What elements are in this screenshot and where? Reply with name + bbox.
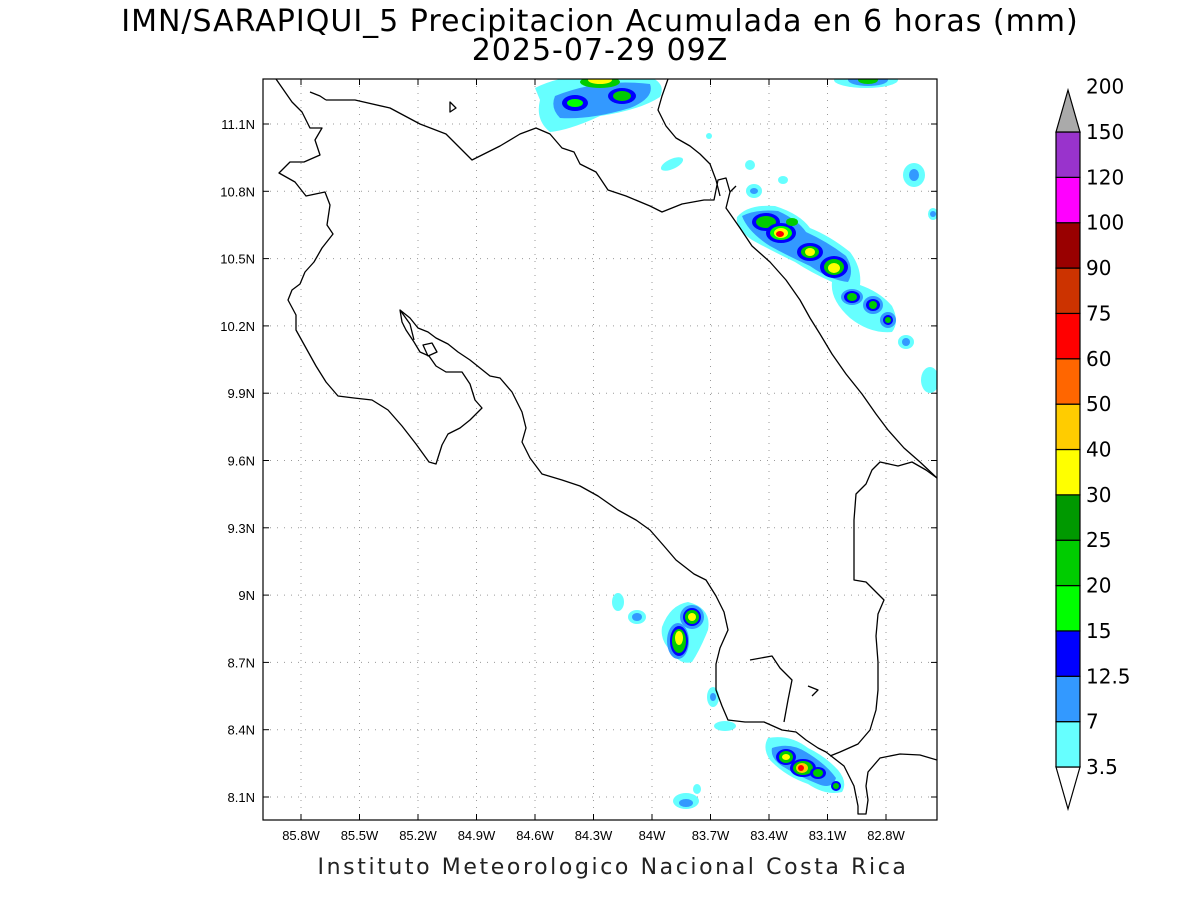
colorbar-label: 120: [1086, 165, 1124, 189]
colorbar-swatch: [1055, 312, 1081, 360]
lon-label: 84.9W: [458, 828, 496, 843]
credit-text: Instituto Meteorologico Nacional Costa R…: [317, 855, 909, 880]
colorbar: 3.5 7 12.5 15 20 25 30 40 50 60 75 90 100 120 150 200: [1055, 75, 1131, 812]
lat-label: 9.3N: [228, 521, 255, 536]
colorbar-label: 150: [1086, 120, 1124, 144]
lon-label: 85.5W: [341, 828, 379, 843]
map-date: 2025-07-29 09Z: [471, 33, 729, 68]
colorbar-swatch: [1055, 222, 1081, 269]
coastlines: [275, 79, 937, 815]
longitude-labels: 85.8W 85.5W 85.2W 84.9W 84.6W 84.3W 84W 83.7W 83…: [282, 828, 905, 843]
lat-label: 10.5N: [220, 252, 255, 267]
lon-label: 85.2W: [399, 828, 437, 843]
lat-label: 8.7N: [228, 655, 255, 670]
latitude-labels: 11.1N 10.8N 10.5N 10.2N 9.9N 9.6N 9.3N 9N 8.7N 8.…: [220, 117, 255, 805]
lat-label: 9.9N: [228, 386, 255, 401]
colorbar-cap-high: [1055, 87, 1081, 133]
colorbar-swatch: [1055, 403, 1081, 451]
colorbar-label: 30: [1086, 483, 1111, 507]
lon-label: 83.1W: [809, 828, 847, 843]
colorbar-label: 40: [1086, 438, 1111, 462]
lat-label: 10.2N: [220, 319, 255, 334]
colorbar-swatch: [1055, 494, 1081, 541]
colorbar-swatch: [1055, 176, 1081, 224]
map-title: IMN/SARAPIQUI_5 Precipitacion Acumulada …: [121, 4, 1079, 39]
colorbar-label: 20: [1086, 574, 1111, 598]
lon-label: 84W: [639, 828, 666, 843]
lon-label: 83.7W: [692, 828, 730, 843]
lat-label: 11.1N: [221, 117, 255, 132]
colorbar-label: 3.5: [1086, 755, 1118, 779]
lat-label: 9N: [238, 588, 255, 603]
colorbar-swatch: [1055, 358, 1081, 405]
colorbar-label: 7: [1086, 710, 1099, 734]
colorbar-label: 25: [1086, 528, 1111, 552]
map-gridlines: [263, 79, 937, 820]
precip-cell-northeast: [834, 79, 898, 88]
precipitation-layer: [275, 79, 937, 815]
colorbar-label: 100: [1086, 211, 1124, 235]
precip-cells-scattered: [612, 133, 937, 809]
colorbar-label: 75: [1086, 301, 1111, 325]
lat-label: 9.6N: [228, 454, 255, 469]
lon-label: 85.8W: [282, 828, 320, 843]
colorbar-swatch: [1055, 448, 1081, 496]
colorbar-label: 50: [1086, 392, 1111, 416]
colorbar-label: 200: [1086, 75, 1124, 99]
precip-band-caribbean: [736, 205, 896, 333]
plot-frame: [262, 78, 938, 821]
lat-label: 8.4N: [228, 723, 255, 738]
colorbar-swatch: [1055, 630, 1081, 677]
colorbar-label: 90: [1086, 256, 1111, 280]
precip-cell-southern-pacific: [765, 737, 845, 793]
colorbar-label: 60: [1086, 347, 1111, 371]
lon-label: 84.6W: [516, 828, 554, 843]
colorbar-swatch: [1055, 131, 1081, 178]
colorbar-swatch: [1055, 675, 1081, 723]
precip-cell-north: [535, 79, 662, 132]
colorbar-label: 12.5: [1086, 664, 1131, 688]
lat-label: 8.1N: [228, 790, 255, 805]
colorbar-swatch: [1055, 584, 1081, 632]
lon-label: 83.4W: [750, 828, 788, 843]
colorbar-swatch: [1055, 267, 1081, 315]
lon-label: 84.3W: [575, 828, 613, 843]
lon-label: 82.8W: [867, 828, 905, 843]
precip-cell-central-pacific: [661, 602, 709, 663]
colorbar-swatch: [1055, 539, 1081, 587]
colorbar-swatch: [1055, 721, 1081, 768]
colorbar-cap-low: [1055, 766, 1081, 812]
lat-label: 10.8N: [220, 184, 255, 199]
colorbar-label: 15: [1086, 619, 1111, 643]
